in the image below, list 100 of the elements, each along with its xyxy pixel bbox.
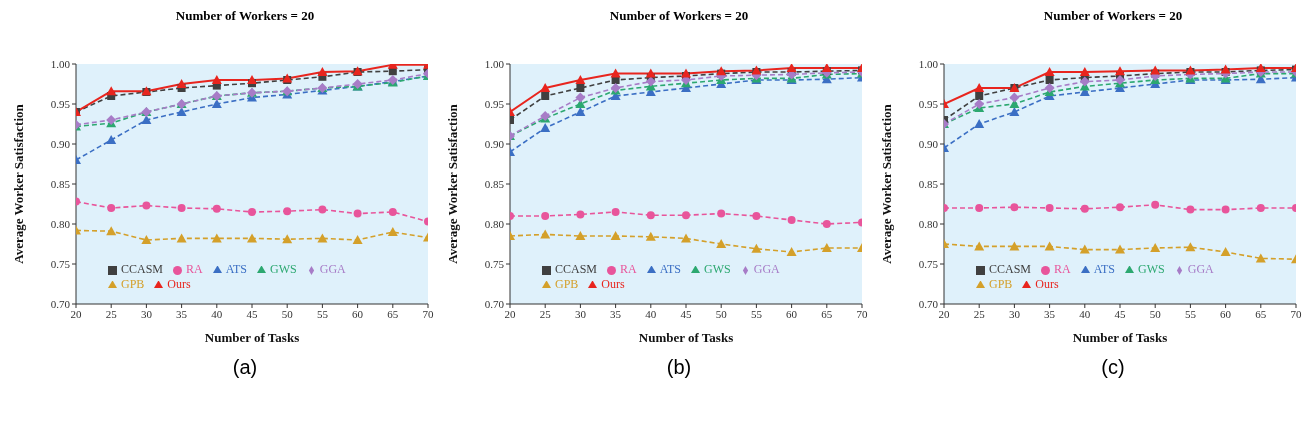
- point: [1009, 107, 1020, 116]
- point: [248, 208, 256, 216]
- legend-label: RA: [186, 262, 203, 276]
- y-tick-label: 1.00: [918, 57, 939, 70]
- x-tick-label: 65: [387, 307, 399, 320]
- legend-label: GWS: [1138, 262, 1165, 276]
- point: [681, 68, 691, 78]
- point: [822, 220, 831, 228]
- chart-title: Number of Workers = 20: [174, 8, 315, 25]
- y-tick-label: 1.00: [50, 57, 71, 70]
- y-tick-label: 0.75: [50, 257, 71, 270]
- point: [177, 204, 186, 212]
- point: [211, 75, 222, 84]
- x-axis-title: Number of Tasks: [638, 330, 734, 345]
- legend-label: GGA: [753, 262, 780, 276]
- x-tick-label: 25: [973, 307, 986, 320]
- x-tick-label: 50: [715, 307, 728, 320]
- y-tick-label: 0.70: [50, 297, 71, 310]
- x-tick-label: 60: [1220, 307, 1232, 320]
- point: [247, 233, 257, 243]
- y-tick-label: 0.95: [50, 97, 71, 110]
- y-tick-label: 0.90: [50, 137, 71, 150]
- x-tick-label: 35: [176, 307, 188, 320]
- point: [645, 68, 656, 78]
- chart-title: Number of Workers = 20: [608, 8, 749, 25]
- x-tick-label: 45: [246, 307, 258, 320]
- y-tick-label: 0.80: [50, 217, 71, 230]
- point: [141, 115, 152, 124]
- point: [575, 92, 586, 103]
- point: [575, 107, 586, 116]
- point: [1044, 67, 1055, 76]
- chart-title: Number of Workers = 20: [1042, 8, 1183, 25]
- point: [541, 212, 550, 220]
- point: [576, 210, 585, 219]
- y-axis-title: Average Worker Satisfaction: [10, 103, 26, 264]
- point: [975, 204, 984, 212]
- x-tick-label: 25: [539, 307, 552, 320]
- legend-label: GWS: [704, 262, 731, 276]
- x-tick-label: 40: [645, 307, 657, 320]
- y-tick-label: 0.85: [50, 177, 71, 190]
- point: [974, 119, 985, 128]
- point: [541, 92, 550, 100]
- legend-label: CCASM: [555, 262, 598, 276]
- legend-label: CCASM: [989, 262, 1032, 276]
- point: [974, 99, 985, 109]
- y-axis-title: Average Worker Satisfaction: [444, 103, 460, 264]
- point: [682, 211, 690, 220]
- x-tick-label: 20: [504, 307, 516, 320]
- y-tick-label: 0.70: [918, 297, 939, 310]
- point: [1044, 83, 1055, 93]
- point: [752, 212, 761, 220]
- point: [540, 229, 551, 239]
- point: [106, 135, 117, 144]
- legend-label: GGA: [1187, 262, 1214, 276]
- point: [1221, 205, 1230, 214]
- point: [1009, 241, 1020, 251]
- point: [1185, 242, 1196, 252]
- x-tick-label: 70: [1290, 307, 1302, 320]
- point: [645, 231, 656, 241]
- x-tick-label: 30: [574, 307, 587, 320]
- x-tick-label: 65: [821, 307, 833, 320]
- point: [1079, 76, 1090, 87]
- point: [1045, 204, 1054, 212]
- x-tick-label: 35: [1044, 307, 1056, 320]
- point: [1255, 253, 1266, 263]
- point: [821, 64, 832, 72]
- point: [211, 233, 222, 243]
- x-tick-label: 70: [856, 307, 868, 320]
- x-tick-label: 60: [352, 307, 364, 320]
- x-tick-label: 25: [105, 307, 118, 320]
- point: [575, 231, 586, 240]
- y-tick-label: 0.80: [484, 217, 505, 230]
- point: [318, 205, 327, 214]
- x-tick-label: 40: [211, 307, 223, 320]
- x-tick-label: 20: [70, 307, 82, 320]
- x-tick-label: 45: [680, 307, 692, 320]
- point: [786, 247, 797, 256]
- text: (c): [1100, 356, 1125, 379]
- point: [176, 233, 187, 243]
- legend-label: GPB: [555, 277, 579, 291]
- x-tick-label: 30: [1008, 307, 1021, 320]
- point: [1150, 65, 1161, 75]
- x-tick-label: 50: [1149, 307, 1162, 320]
- x-tick-label: 55: [316, 307, 329, 320]
- point: [1115, 244, 1125, 254]
- x-tick-label: 65: [1255, 307, 1267, 320]
- text: (a): [231, 356, 258, 379]
- legend-label: Ours: [167, 277, 191, 291]
- legend-label: CCASM: [121, 262, 164, 276]
- point: [1080, 204, 1089, 213]
- legend-label: ATS: [659, 262, 682, 276]
- point: [1079, 244, 1090, 254]
- point: [212, 204, 221, 213]
- point: [716, 239, 727, 248]
- point: [1220, 64, 1231, 74]
- legend-label: GGA: [319, 262, 346, 276]
- point: [106, 226, 117, 236]
- point: [1186, 205, 1195, 214]
- point: [176, 79, 187, 88]
- y-tick-label: 0.90: [484, 137, 505, 150]
